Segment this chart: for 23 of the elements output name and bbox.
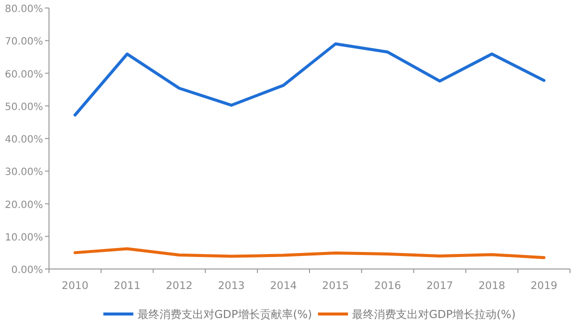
x-tick-label: 2012	[166, 280, 193, 292]
line-series	[74, 247, 546, 260]
y-tick-label: 30.00%	[4, 167, 43, 178]
legend-label: 最终消费支出对GDP增长拉动(%)	[352, 308, 516, 321]
y-tick-label: 70.00%	[4, 36, 43, 48]
legend-label: 最终消费支出对GDP增长贡献率(%)	[137, 308, 312, 321]
y-tick-label: 60.00%	[4, 69, 43, 80]
y-tick-label: 20.00%	[4, 200, 43, 211]
y-tick-label: 50.00%	[4, 102, 43, 113]
line-series	[74, 42, 546, 117]
x-tick-label: 2018	[478, 280, 506, 292]
x-tick-label: 2013	[218, 280, 245, 292]
y-tick-label: 40.00%	[4, 134, 43, 146]
x-tick-label: 2010	[62, 280, 88, 292]
y-tick-label: 10.00%	[4, 232, 43, 244]
x-tick-label: 2019	[530, 280, 558, 292]
x-tick-label: 2017	[426, 280, 454, 292]
x-tick-label: 2011	[114, 280, 141, 292]
y-tick-label: 0.00%	[11, 265, 43, 276]
x-tick-label: 2014	[270, 280, 298, 292]
x-tick-label: 2016	[374, 280, 402, 292]
x-tick-label: 2015	[322, 280, 349, 292]
y-tick-label: 80.00%	[4, 4, 43, 15]
